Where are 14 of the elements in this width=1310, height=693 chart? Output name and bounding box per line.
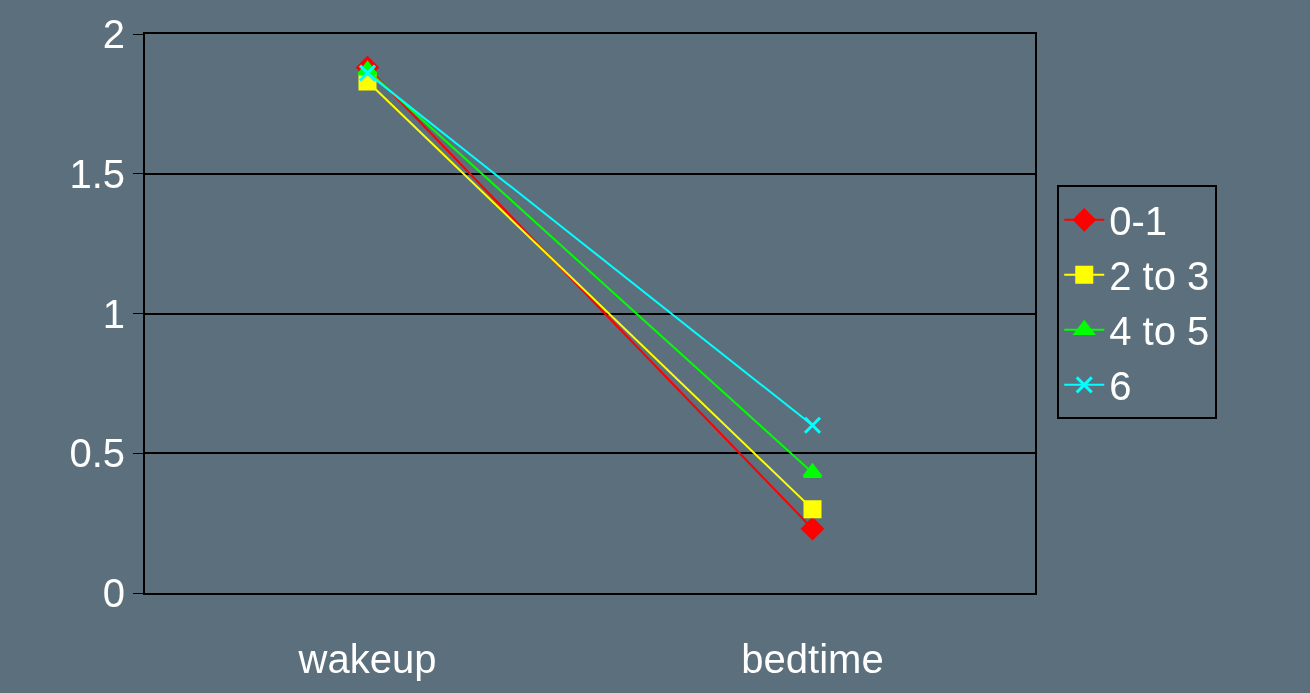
y-tick-label: 1.5 — [69, 151, 125, 196]
legend-label: 2 to 3 — [1109, 254, 1210, 299]
x-tick-label: bedtime — [741, 637, 884, 681]
point — [803, 500, 822, 519]
y-tick-label: 0.5 — [69, 431, 125, 476]
point — [803, 416, 822, 435]
point — [801, 517, 824, 540]
y-tick-label: 0 — [102, 571, 125, 615]
x-tick-label: wakeup — [297, 637, 437, 681]
legend-label: 0-1 — [1109, 199, 1168, 244]
y-tick-label: 1 — [102, 291, 125, 336]
legend-label: 4 to 5 — [1109, 309, 1210, 354]
legend-label: 6 — [1109, 364, 1132, 409]
y-tick-label: 2 — [102, 12, 125, 56]
